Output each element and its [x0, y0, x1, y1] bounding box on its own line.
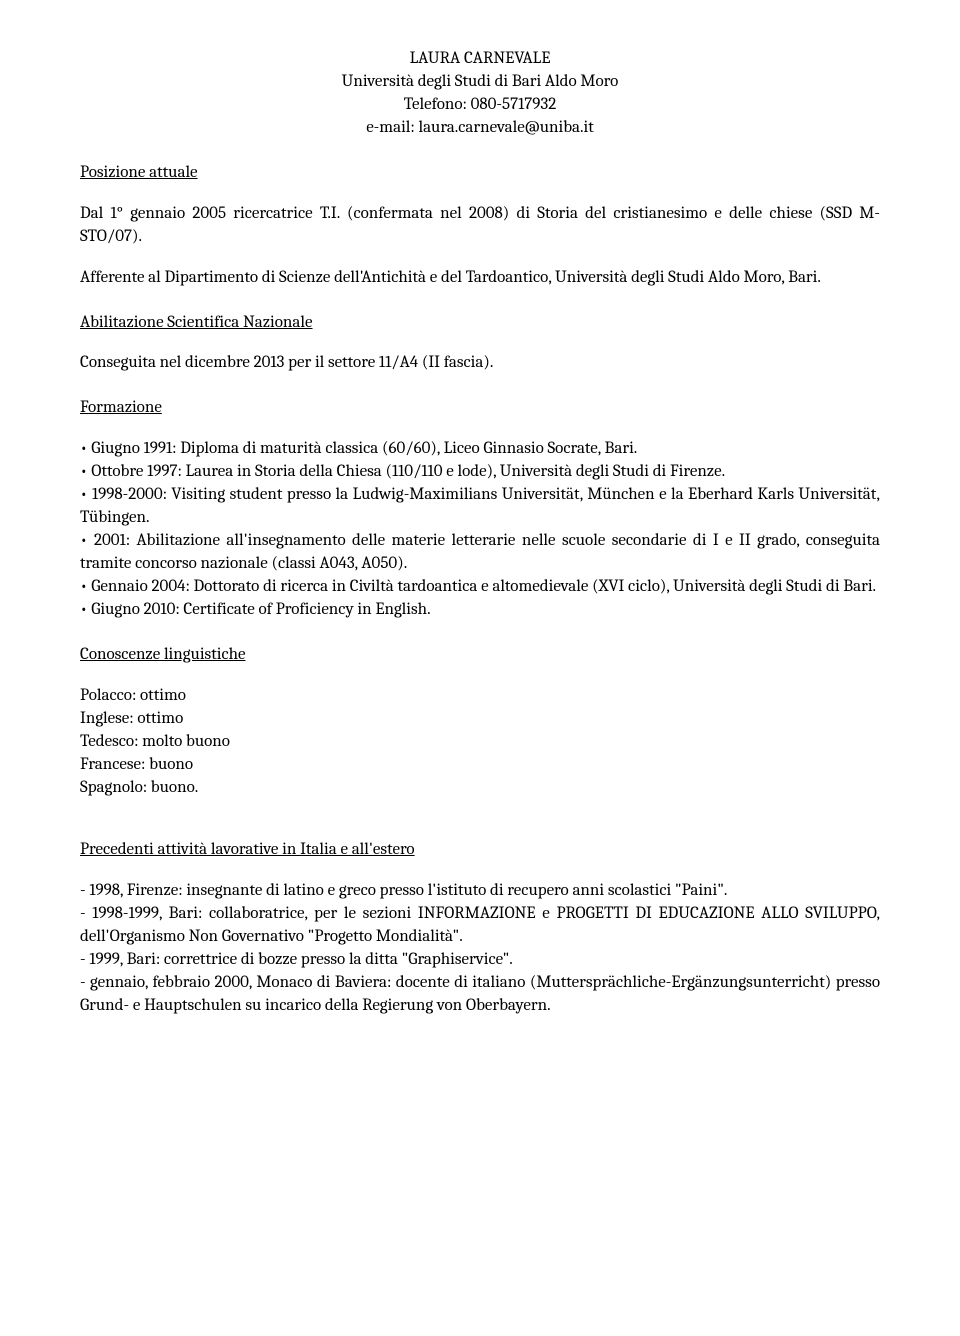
header-block: LAURA CARNEVALE Università degli Studi d…	[80, 48, 880, 140]
header-university: Università degli Studi di Bari Aldo Moro	[80, 71, 880, 94]
precedenti-item: - gennaio, febbraio 2000, Monaco di Bavi…	[80, 972, 880, 1018]
formazione-item: • Giugno 1991: Diploma di maturità class…	[80, 438, 880, 461]
precedenti-item: - 1998, Firenze: insegnante di latino e …	[80, 880, 880, 903]
document-page: LAURA CARNEVALE Università degli Studi d…	[0, 0, 960, 1084]
language-item: Spagnolo: buono.	[80, 777, 880, 800]
heading-posizione: Posizione attuale	[80, 162, 880, 185]
formazione-item: • 1998-2000: Visiting student presso la …	[80, 484, 880, 530]
posizione-para-2: Afferente al Dipartimento di Scienze del…	[80, 267, 880, 290]
header-name: LAURA CARNEVALE	[80, 48, 880, 71]
heading-formazione: Formazione	[80, 397, 880, 420]
formazione-item: • Gennaio 2004: Dottorato di ricerca in …	[80, 576, 880, 599]
language-item: Francese: buono	[80, 754, 880, 777]
header-email: e-mail: laura.carnevale@uniba.it	[80, 117, 880, 140]
formazione-item: • Giugno 2010: Certificate of Proficienc…	[80, 599, 880, 622]
formazione-item: • 2001: Abilitazione all'insegnamento de…	[80, 530, 880, 576]
language-item: Polacco: ottimo	[80, 685, 880, 708]
precedenti-list: - 1998, Firenze: insegnante di latino e …	[80, 880, 880, 1018]
posizione-para-1: Dal 1° gennaio 2005 ricercatrice T.I. (c…	[80, 203, 880, 249]
language-item: Tedesco: molto buono	[80, 731, 880, 754]
heading-precedenti: Precedenti attività lavorative in Italia…	[80, 839, 880, 862]
abilitazione-para: Conseguita nel dicembre 2013 per il sett…	[80, 352, 880, 375]
formazione-list: • Giugno 1991: Diploma di maturità class…	[80, 438, 880, 622]
precedenti-item: - 1998-1999, Bari: collaboratrice, per l…	[80, 903, 880, 949]
precedenti-item: - 1999, Bari: correttrice di bozze press…	[80, 949, 880, 972]
language-item: Inglese: ottimo	[80, 708, 880, 731]
formazione-item: • Ottobre 1997: Laurea in Storia della C…	[80, 461, 880, 484]
heading-abilitazione: Abilitazione Scientifica Nazionale	[80, 312, 880, 335]
heading-conoscenze: Conoscenze linguistiche	[80, 644, 880, 667]
header-phone: Telefono: 080-5717932	[80, 94, 880, 117]
language-list: Polacco: ottimo Inglese: ottimo Tedesco:…	[80, 685, 880, 800]
